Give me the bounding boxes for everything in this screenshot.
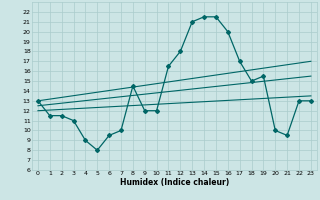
X-axis label: Humidex (Indice chaleur): Humidex (Indice chaleur) [120,178,229,187]
